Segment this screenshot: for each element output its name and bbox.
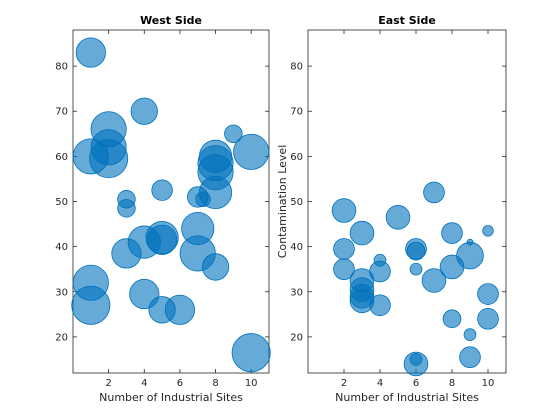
east-x-tick-label: 8 <box>449 378 455 389</box>
west-bubble <box>75 37 106 68</box>
east-x-axis-label: Number of Industrial Sites <box>335 391 479 404</box>
east-bubble <box>331 198 357 223</box>
east-bubble <box>423 181 445 204</box>
west-side-chart: 2 4 6 8 10 20 30 40 50 60 70 80 West Side Number of… <box>55 14 271 404</box>
west-chart-title: West Side <box>140 14 202 27</box>
west-bubble <box>146 224 178 255</box>
east-bubble <box>477 308 499 330</box>
east-bubbles <box>331 181 499 377</box>
east-bubble <box>369 260 391 283</box>
east-bubble <box>456 241 484 270</box>
west-bubble <box>231 333 271 373</box>
west-bubble <box>117 199 136 218</box>
east-bubble <box>333 258 355 280</box>
west-bubble <box>89 139 129 179</box>
east-bubble <box>369 294 391 317</box>
west-x-axis-label: Number of Industrial Sites <box>99 391 243 404</box>
east-bubble <box>477 283 499 305</box>
west-bubble <box>233 133 270 170</box>
west-x-tick-label: 6 <box>177 378 183 389</box>
west-bubble <box>164 294 196 325</box>
east-bubble <box>406 241 426 261</box>
west-x-tick-label: 10 <box>245 378 258 389</box>
west-y-tick-label: 40 <box>55 242 68 253</box>
east-y-tick-label: 20 <box>290 332 303 343</box>
east-x-tick-label: 2 <box>341 378 347 389</box>
west-x-tick-label: 2 <box>105 378 111 389</box>
west-y-tick-label: 30 <box>55 287 68 298</box>
east-y-tick-label: 50 <box>290 197 303 208</box>
east-bubble <box>482 225 494 237</box>
east-bubble <box>442 309 462 329</box>
east-bubble <box>409 262 423 276</box>
east-bubble <box>403 351 429 377</box>
west-bubble <box>201 253 230 281</box>
east-bubble <box>421 268 447 293</box>
east-y-tick-label: 80 <box>290 62 303 73</box>
west-y-tick-label: 50 <box>55 197 68 208</box>
west-x-tick-label: 4 <box>141 378 147 389</box>
east-bubble <box>459 346 481 368</box>
west-y-tick-label: 60 <box>55 152 68 163</box>
east-x-tick-label: 10 <box>482 378 495 389</box>
west-bubble <box>198 175 233 210</box>
west-ticks: 2 4 6 8 10 20 30 40 50 60 70 80 <box>55 30 269 389</box>
west-bubble <box>71 285 111 325</box>
west-y-tick-label: 80 <box>55 62 68 73</box>
east-bubble <box>441 222 463 244</box>
east-bubble <box>463 328 477 341</box>
east-bubble <box>385 205 411 230</box>
west-bubble <box>151 179 173 201</box>
west-y-tick-label: 70 <box>55 107 68 118</box>
east-y-tick-label: 40 <box>290 242 303 253</box>
east-y-tick-label: 30 <box>290 287 303 298</box>
west-bubble <box>224 124 243 144</box>
east-ticks: 2 4 6 8 10 20 30 40 50 60 70 80 <box>290 30 506 389</box>
east-y-tick-label: 70 <box>290 107 303 118</box>
east-bubble <box>333 238 355 260</box>
west-bubble <box>130 97 158 125</box>
west-y-tick-label: 20 <box>55 332 68 343</box>
east-bubble <box>349 220 375 246</box>
east-y-axis-label: Contamination Level <box>276 145 289 259</box>
west-x-tick-label: 8 <box>212 378 218 389</box>
east-x-tick-label: 4 <box>377 378 383 389</box>
east-side-chart: 2 4 6 8 10 20 30 40 50 60 70 80 East Side Number of… <box>276 14 507 404</box>
east-chart-title: East Side <box>378 14 436 27</box>
west-bubbles <box>71 37 271 373</box>
east-y-tick-label: 60 <box>290 152 303 163</box>
east-x-tick-label: 6 <box>413 378 419 389</box>
